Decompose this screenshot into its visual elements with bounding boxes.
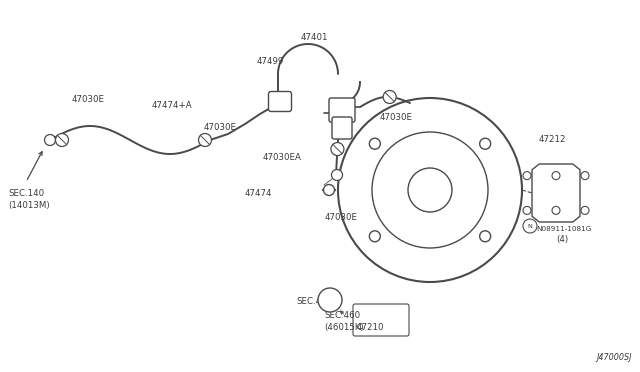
Polygon shape [532, 164, 580, 222]
FancyBboxPatch shape [353, 304, 409, 336]
Text: 47030EA: 47030EA [262, 153, 301, 162]
Circle shape [523, 219, 537, 233]
Text: 47030E: 47030E [380, 113, 413, 122]
Circle shape [479, 231, 491, 242]
Text: SEC.460: SEC.460 [296, 297, 332, 306]
Circle shape [45, 135, 56, 145]
Text: SEC.140: SEC.140 [8, 189, 44, 198]
Text: 47474+A: 47474+A [152, 101, 192, 110]
Circle shape [581, 171, 589, 180]
Circle shape [581, 206, 589, 214]
Text: (4): (4) [556, 235, 568, 244]
Circle shape [408, 168, 452, 212]
Text: 47401: 47401 [300, 33, 328, 42]
Text: N: N [527, 224, 532, 228]
Circle shape [323, 185, 335, 196]
Circle shape [372, 132, 488, 248]
Circle shape [552, 171, 560, 180]
Circle shape [318, 288, 342, 312]
Circle shape [338, 98, 522, 282]
Text: 47210: 47210 [356, 323, 384, 332]
Text: (14013M): (14013M) [8, 201, 50, 210]
Circle shape [552, 206, 560, 214]
Circle shape [331, 142, 344, 155]
Text: 47474: 47474 [244, 189, 272, 198]
FancyBboxPatch shape [269, 92, 291, 112]
Text: 47030E: 47030E [325, 213, 358, 222]
Circle shape [332, 170, 342, 180]
Circle shape [479, 138, 491, 149]
Text: N08911-1081G: N08911-1081G [536, 226, 591, 232]
Text: (46015K): (46015K) [324, 323, 364, 332]
Text: 47030E: 47030E [72, 95, 105, 104]
Text: SEC.460: SEC.460 [324, 311, 360, 320]
Circle shape [523, 171, 531, 180]
FancyBboxPatch shape [329, 98, 355, 122]
Text: 47499: 47499 [257, 57, 284, 66]
Circle shape [56, 134, 68, 147]
Text: J47000SJ: J47000SJ [596, 353, 632, 362]
Text: 47212: 47212 [538, 135, 566, 144]
Circle shape [369, 138, 380, 149]
Circle shape [523, 206, 531, 214]
Circle shape [198, 134, 211, 147]
Circle shape [369, 231, 380, 242]
Text: 47030E: 47030E [204, 123, 237, 132]
Circle shape [383, 90, 396, 103]
FancyBboxPatch shape [332, 117, 352, 139]
